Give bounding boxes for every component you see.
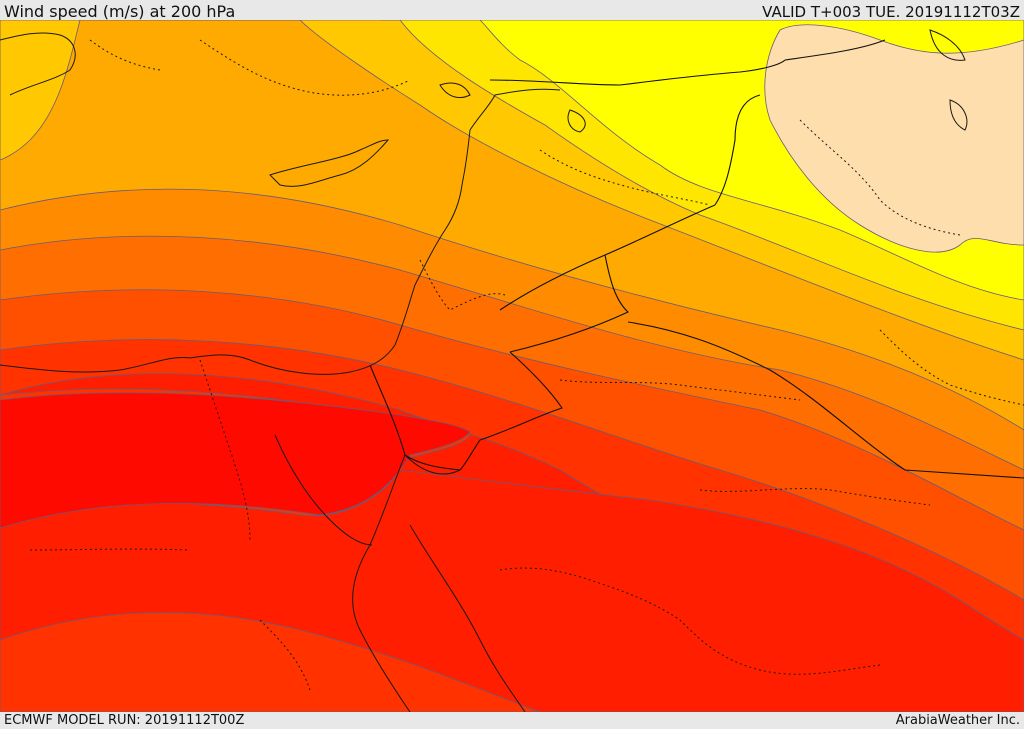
footer-bar: ECMWF MODEL RUN: 20191112T00Z ArabiaWeat… xyxy=(0,712,1024,729)
header-bar: Wind speed (m/s) at 200 hPa VALID T+003 … xyxy=(0,0,1024,21)
band-level-9-south xyxy=(0,611,541,712)
band-level-11 xyxy=(0,392,471,529)
wind-speed-bands xyxy=(0,20,1024,712)
coastlines xyxy=(0,29,968,712)
map-title: Wind speed (m/s) at 200 hPa xyxy=(4,2,236,21)
wind-speed-map-svg xyxy=(0,20,1024,712)
borders-dotted xyxy=(29,39,1024,691)
borders-solid xyxy=(369,39,1024,479)
credit-label: ArabiaWeather Inc. xyxy=(895,713,1020,728)
band-level-4-west xyxy=(0,20,81,161)
weather-map xyxy=(0,20,1024,712)
valid-time-label: VALID T+003 TUE. 20191112T03Z xyxy=(762,3,1020,21)
model-run-label: ECMWF MODEL RUN: 20191112T00Z xyxy=(4,713,245,728)
band-level-1 xyxy=(764,24,1024,253)
